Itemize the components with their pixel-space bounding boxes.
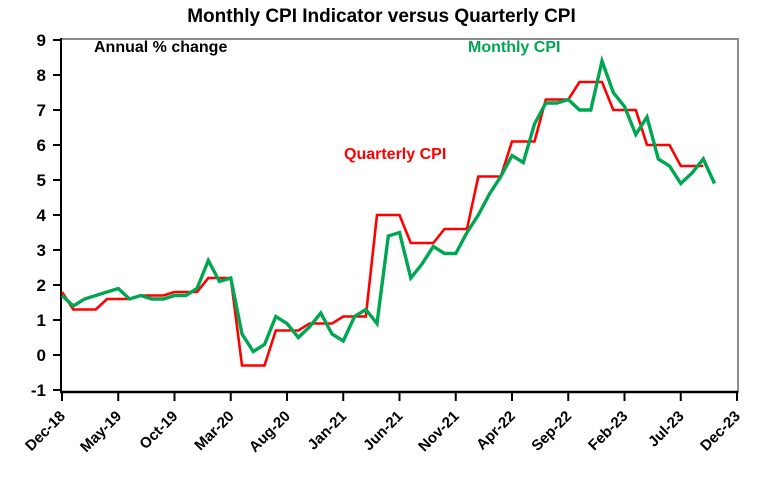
x-tick-label: Jan-21 [304,408,350,454]
y-tick-label: 0 [37,346,46,365]
x-tick-label: Nov-21 [415,408,462,455]
x-tick-label: Feb-23 [585,408,631,454]
monthly-cpi-legend-label: Monthly CPI [468,39,561,56]
x-tick-label: Apr-22 [473,408,519,454]
y-tick-label: 6 [37,136,46,155]
x-tick-label: Jul-23 [645,408,688,451]
x-tick-label: May-19 [77,408,125,456]
y-tick-label: 8 [37,66,46,85]
x-tick-label: Dec-18 [22,408,69,455]
y-tick-label: 7 [37,101,46,120]
x-tick-label: Oct-19 [136,408,181,453]
monthly-cpi-line [60,54,717,354]
y-tick-label: 1 [37,311,46,330]
x-tick-label: Sep-22 [528,408,575,455]
y-tick-label: -1 [31,381,46,400]
y-tick-label: 4 [37,206,47,225]
y-tick-label: 3 [37,241,46,260]
x-tick-label: Mar-20 [191,408,237,454]
x-tick-label: Dec-23 [697,408,744,455]
x-tick-label: Jun-21 [360,408,406,454]
y-tick-label: 9 [37,31,46,50]
quarterly-cpi-legend-label: Quarterly CPI [344,146,447,163]
y-tick-label: 2 [37,276,46,295]
axis-units-note: Annual % change [94,39,228,56]
x-tick-label: Aug-20 [246,408,294,456]
quarterly-cpi-line [60,80,704,367]
y-tick-label: 5 [37,171,46,190]
chart-title: Monthly CPI Indicator versus Quarterly C… [187,6,576,27]
